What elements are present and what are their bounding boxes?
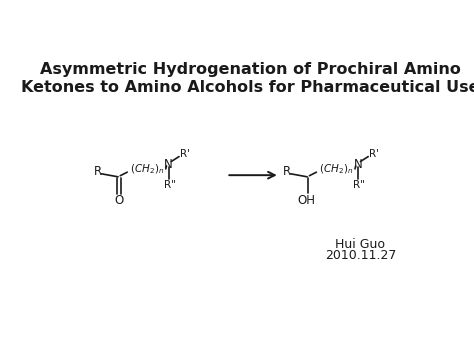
- Text: OH: OH: [298, 194, 316, 207]
- Text: R": R": [164, 180, 175, 190]
- Text: R: R: [94, 165, 102, 178]
- Text: Hui Guo: Hui Guo: [336, 238, 385, 251]
- Text: R': R': [369, 149, 379, 159]
- Text: O: O: [114, 194, 123, 207]
- Text: Ketones to Amino Alcohols for Pharmaceutical Use: Ketones to Amino Alcohols for Pharmaceut…: [21, 80, 474, 95]
- Text: $(CH_2)_n$: $(CH_2)_n$: [130, 162, 164, 176]
- Text: $(CH_2)_n$: $(CH_2)_n$: [319, 162, 354, 176]
- Text: R: R: [283, 165, 291, 178]
- Text: Asymmetric Hydrogenation of Prochiral Amino: Asymmetric Hydrogenation of Prochiral Am…: [40, 62, 461, 77]
- Text: R": R": [353, 180, 365, 190]
- Text: N: N: [354, 158, 362, 171]
- Text: 2010.11.27: 2010.11.27: [325, 249, 396, 262]
- Text: N: N: [164, 158, 173, 171]
- Text: R': R': [180, 149, 190, 159]
